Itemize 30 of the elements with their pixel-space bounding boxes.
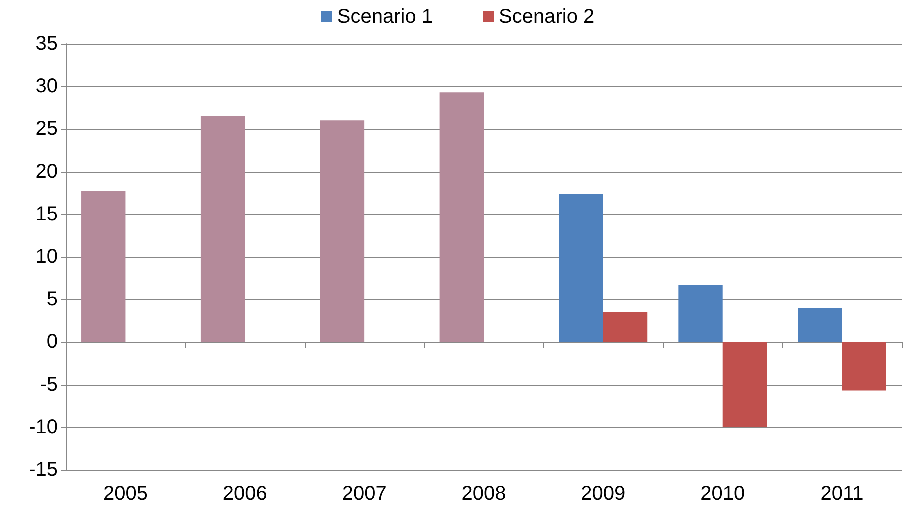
x-tick-label: 2006	[222, 483, 268, 505]
x-tick-label: 2005	[103, 483, 148, 505]
x-tick-label: 2011	[820, 483, 864, 505]
bar	[722, 342, 768, 428]
bar	[440, 92, 484, 342]
y-tick-label: -10	[29, 416, 58, 438]
bar	[320, 120, 365, 342]
x-tick-label: 2007	[342, 483, 387, 505]
y-tick-label: -5	[40, 374, 58, 396]
y-tick-label: 0	[46, 331, 58, 354]
y-tick-label: 10	[36, 246, 58, 268]
bar	[200, 116, 246, 342]
y-tick-label: 5	[46, 288, 58, 311]
legend-label: Scenario 1	[337, 6, 434, 28]
x-tick-label: 2010	[700, 483, 746, 505]
y-tick-label: 20	[36, 160, 58, 183]
legend-label: Scenario 2	[499, 6, 595, 28]
bar	[559, 194, 604, 342]
x-tick-label: 2008	[462, 483, 506, 505]
y-tick-label: 15	[36, 203, 58, 226]
bar	[678, 285, 723, 342]
bar	[798, 308, 842, 342]
bar	[82, 191, 126, 342]
y-tick-label: -15	[29, 459, 58, 481]
bar	[842, 342, 886, 391]
y-tick-label: 30	[36, 76, 58, 98]
y-tick-label: 25	[36, 118, 58, 140]
x-tick-label: 2009	[581, 483, 626, 505]
y-tick-label: 35	[36, 33, 58, 55]
bar	[603, 312, 648, 342]
